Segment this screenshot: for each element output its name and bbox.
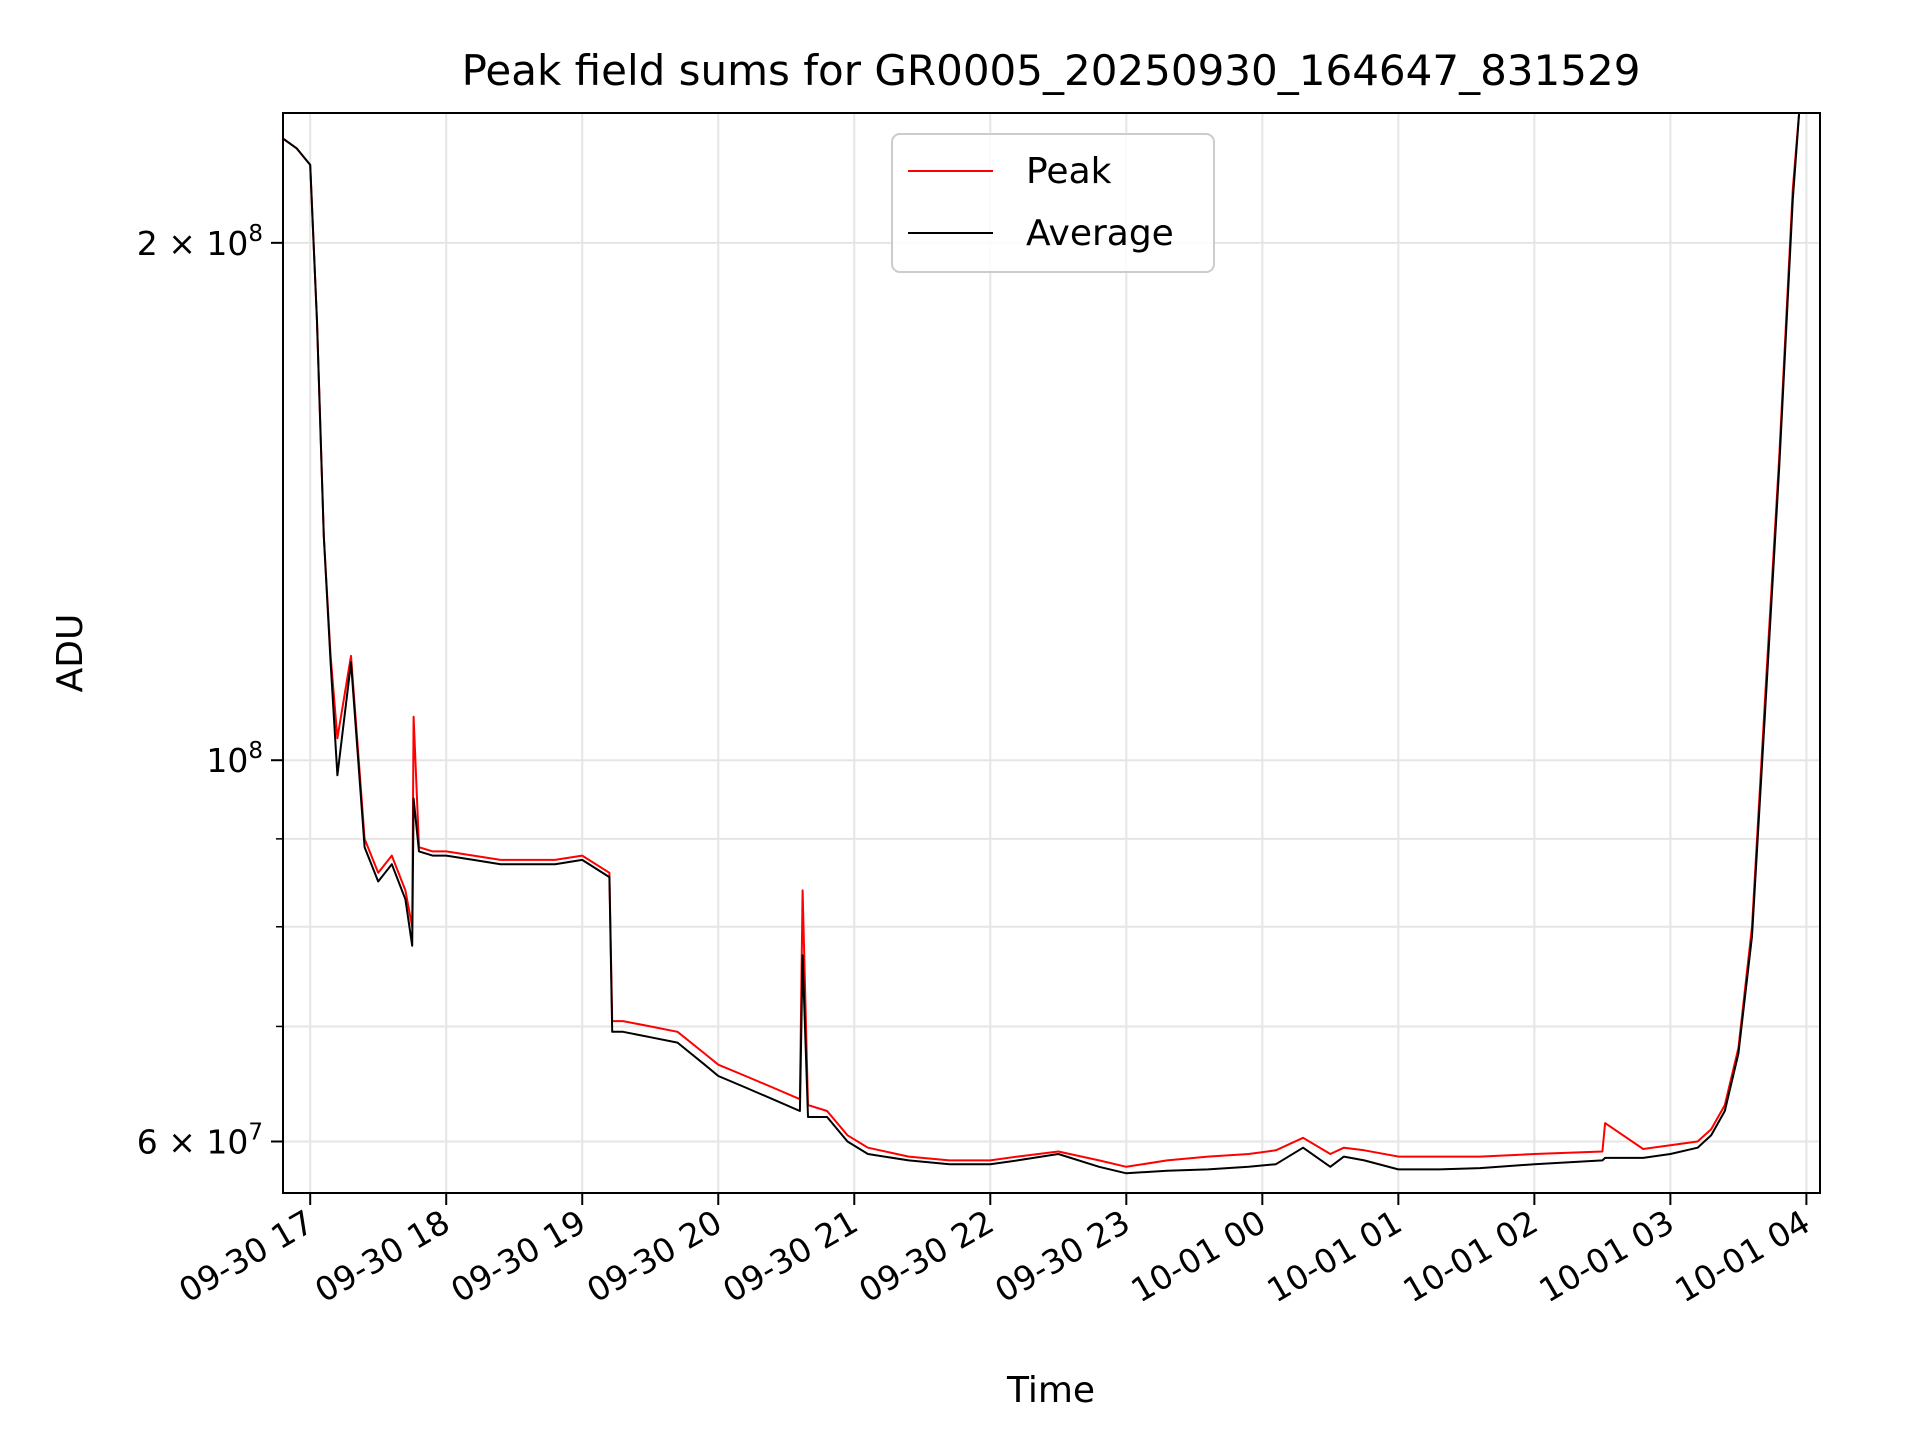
series-line-average (283, 113, 1801, 1175)
plot-frame (282, 112, 1821, 1194)
grid-lines (283, 113, 1820, 1193)
legend-peak-label: Peak (1026, 151, 1112, 192)
y-tick-label-base: 2 × 10 (137, 224, 249, 263)
y-tick-label-base: 6 × 10 (137, 1123, 249, 1162)
series-lines (283, 113, 1801, 1175)
legend-average-label: Average (1026, 213, 1174, 254)
y-tick-label: 108 (206, 738, 263, 780)
x-axis-label: Time (1006, 1370, 1095, 1411)
chart-title: Peak field sums for GR0005_20250930_1646… (462, 46, 1641, 95)
y-tick-label-exponent: 8 (248, 221, 263, 247)
legend: Peak Average (891, 133, 1215, 273)
y-tick-label: 2 × 108 (137, 221, 263, 263)
series-line-peak (283, 113, 1801, 1168)
legend-box (891, 133, 1215, 273)
y-axis-label: ADU (50, 614, 91, 693)
y-tick-label: 6 × 107 (137, 1120, 263, 1162)
y-tick-label-base: 10 (206, 741, 248, 780)
y-tick-label-exponent: 8 (248, 738, 263, 764)
y-tick-label-exponent: 7 (248, 1120, 263, 1146)
